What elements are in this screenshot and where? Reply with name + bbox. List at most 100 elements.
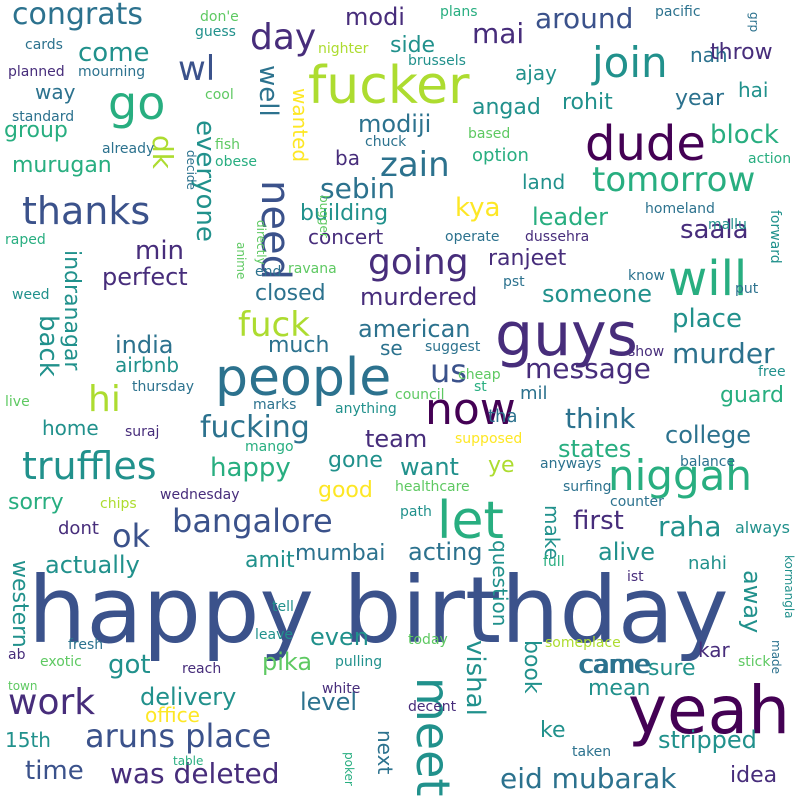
word-counter: counter	[610, 494, 664, 510]
word-work: work	[8, 682, 96, 723]
word-acting: acting	[408, 538, 483, 566]
word-land: land	[522, 170, 566, 194]
word-murder: murder	[672, 337, 775, 370]
word-white: white	[322, 681, 361, 697]
word-guess: guess	[195, 24, 236, 40]
word-pulling: pulling	[335, 654, 383, 670]
word-brussels: brussels	[408, 53, 466, 69]
word-know: know	[628, 268, 665, 284]
word-someone: someone	[542, 280, 652, 308]
word-states: states	[558, 435, 632, 463]
word-mai: mai	[472, 17, 525, 50]
word-level: level	[300, 688, 358, 716]
word-away: away	[738, 570, 766, 634]
word-group: group	[4, 118, 68, 143]
word-back: back	[33, 315, 63, 377]
word-year: year	[675, 86, 725, 111]
word-pst: pst	[503, 274, 525, 290]
word-action: action	[748, 151, 792, 167]
word-day: day	[250, 17, 317, 58]
word-taken: taken	[572, 744, 612, 760]
word-obese: obese	[215, 154, 257, 170]
word-concert: concert	[308, 225, 384, 249]
word-idea: idea	[730, 763, 778, 788]
word-mallu: mallu	[708, 217, 747, 233]
word-join: join	[592, 38, 668, 87]
word-already: already	[102, 141, 155, 157]
word-full: full	[543, 554, 565, 570]
word-forward: forward	[767, 210, 783, 264]
word-fuck: fuck	[238, 305, 310, 345]
word-cheap: cheap	[458, 367, 501, 383]
word-going: going	[368, 242, 469, 283]
word-go: go	[108, 76, 166, 130]
word-question: question	[488, 540, 512, 627]
word-mango: mango	[245, 439, 294, 455]
word-nahi: nahi	[688, 553, 727, 574]
word-us: us	[430, 352, 467, 390]
word-exotic: exotic	[40, 654, 82, 670]
word-always: always	[735, 518, 790, 537]
word-first: first	[573, 506, 624, 536]
word-fucking: fucking	[200, 410, 310, 445]
word-vishal: vishal	[460, 640, 490, 716]
word-side: side	[390, 33, 436, 58]
word-sebin: sebin	[320, 172, 396, 205]
word-cool: cool	[205, 87, 234, 103]
word-book: book	[519, 640, 544, 694]
word-fish: fish	[215, 137, 240, 153]
word-healthcare: healthcare	[395, 479, 470, 495]
word-ranjeet: ranjeet	[488, 246, 567, 271]
word-mean: mean	[588, 676, 651, 701]
word-will: will	[668, 251, 748, 307]
word-thursday: thursday	[132, 379, 195, 395]
word-st: st	[474, 379, 487, 395]
word-truffles: truffles	[22, 444, 157, 488]
word-planned: planned	[8, 64, 65, 80]
word-zain: zain	[380, 145, 450, 185]
word-yeah: yeah	[628, 672, 790, 749]
word-option: option	[472, 145, 529, 166]
word-team: team	[365, 425, 428, 453]
word-someplace: someplace	[545, 635, 621, 651]
word-ke: ke	[540, 718, 566, 743]
word-angad: angad	[472, 95, 541, 120]
word-way: way	[35, 80, 76, 104]
word-decent: decent	[408, 699, 457, 715]
word-actually: actually	[45, 551, 140, 579]
word-path: path	[400, 504, 432, 520]
word-gone: gone	[328, 448, 383, 473]
word-came: came	[578, 650, 650, 680]
word-niggah: niggah	[608, 451, 752, 500]
word-home: home	[42, 416, 99, 440]
word-guys: guys	[495, 300, 638, 370]
word-weed: weed	[12, 287, 50, 303]
word-suraj: suraj	[125, 424, 160, 440]
word-meet: meet	[406, 676, 460, 796]
word-kormangla: kormangla	[782, 555, 796, 619]
word-mil: mil	[520, 383, 548, 404]
word-anyways: anyways	[540, 456, 602, 472]
word-hi: hi	[88, 379, 121, 420]
word-let: let	[437, 491, 504, 551]
word-table: table	[173, 754, 204, 768]
word-building: building	[300, 201, 389, 226]
word-anything: anything	[335, 401, 397, 417]
word-good: good	[318, 478, 373, 503]
word-aruns-place: aruns place	[85, 717, 272, 755]
word-happy: happy	[210, 453, 291, 483]
word-western: western	[7, 560, 32, 648]
word-mumbai: mumbai	[295, 541, 386, 566]
word-place: place	[672, 304, 742, 334]
word-wl: wl	[178, 49, 216, 89]
word-congrats: congrats	[12, 0, 144, 32]
word-tell: tell	[272, 599, 294, 615]
word-homeland: homeland	[645, 201, 715, 217]
word-anime: anime	[234, 242, 248, 280]
word-kya: kya	[455, 193, 501, 223]
word-suggest: suggest	[425, 339, 481, 355]
word-put: put	[735, 281, 759, 297]
word-15th: 15th	[5, 728, 51, 752]
word-pacific: pacific	[655, 4, 701, 20]
